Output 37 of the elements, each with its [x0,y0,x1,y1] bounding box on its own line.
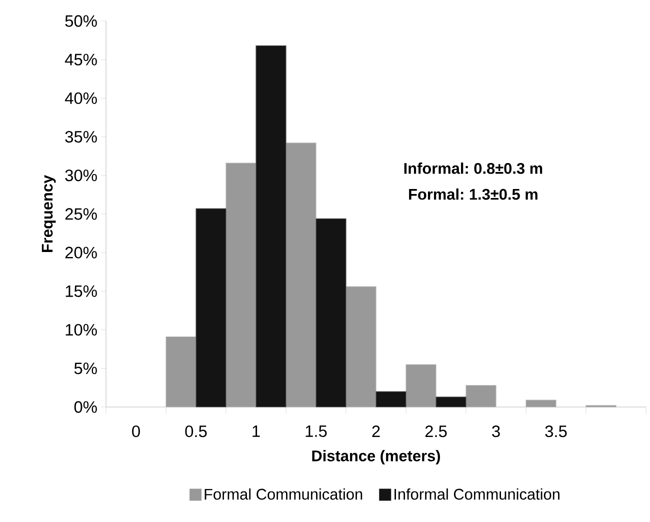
bar [406,364,436,408]
bar [316,218,346,408]
x-tick-label: 2 [372,426,380,437]
bar [376,391,406,408]
y-tick-label: 25% [65,208,97,220]
y-tick-label: 10% [66,324,97,336]
legend-label: Informal Communication [394,488,560,500]
bar [286,142,316,408]
x-tick-label: 1.5 [306,426,327,437]
bar [256,45,286,408]
x-tick-label: 2.5 [425,426,447,438]
annotation: Formal: 1.3±0.5 m [409,188,538,200]
x-axis-title: Distance (meters) [312,450,440,464]
x-tick-label: 3 [492,426,500,438]
y-tick-label: 20% [65,246,97,258]
y-tick-label: 15% [66,285,97,297]
x-tick-label: 0 [132,426,140,438]
y-tick-label: 0% [74,401,97,413]
bar [226,162,256,408]
y-tick-label: 30% [65,170,97,182]
bar [346,286,376,408]
y-tick-label: 35% [65,130,97,143]
y-tick-label: 45% [64,54,97,66]
y-axis-title: Frequency [42,175,56,252]
bar [196,208,226,408]
legend-label: Formal Communication [204,488,362,500]
y-tick-label: 50% [65,15,97,27]
x-tick-label: 3.5 [545,426,567,438]
bar [436,396,466,408]
bar [526,400,556,408]
x-tick-label: 1 [252,426,260,437]
annotation: Informal: 0.8±0.3 m [404,162,542,174]
bar [466,385,496,408]
y-tick-label: 5% [74,362,97,374]
y-tick-label: 40% [64,92,97,104]
x-tick-label: 0.5 [185,426,207,438]
bar [166,336,196,408]
